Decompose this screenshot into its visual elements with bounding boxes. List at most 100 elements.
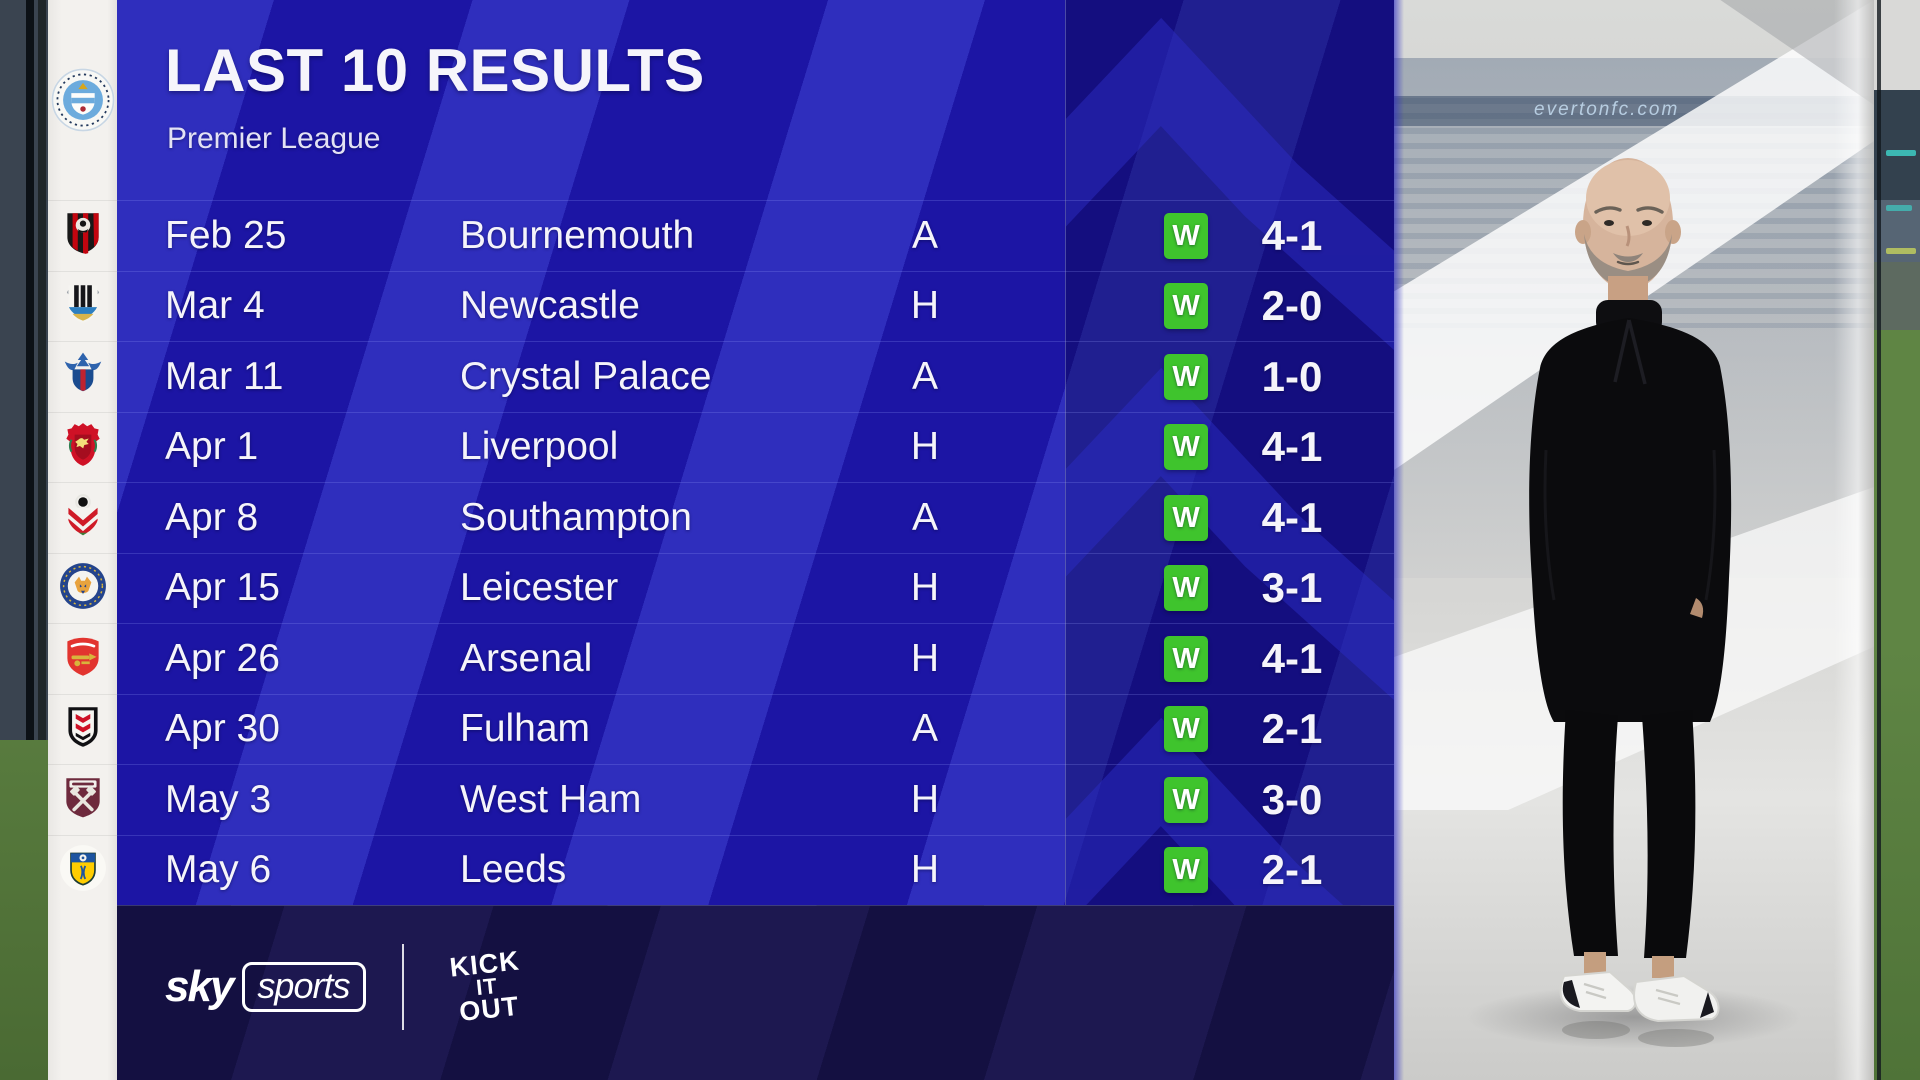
arsenal-badge — [58, 631, 108, 686]
opponent-name: Arsenal — [460, 636, 593, 680]
home-away-indicator: H — [910, 284, 940, 328]
home-away-indicator: H — [910, 425, 940, 469]
manchester-city-badge — [49, 64, 116, 136]
crystal-palace-badge — [58, 349, 108, 404]
win-badge: W — [1164, 635, 1208, 682]
home-away-indicator: A — [911, 213, 938, 257]
result-row: May 3 West Ham H W 3-0 — [117, 764, 1394, 835]
scoreboard-text-hint — [1886, 248, 1916, 254]
win-badge: W — [1164, 353, 1208, 400]
hoarding-watermark: evertonfc.com — [1534, 99, 1680, 120]
pep-guardiola-photo — [1529, 158, 1732, 1047]
opponent-name: Newcastle — [460, 284, 640, 328]
win-badge: W — [1164, 847, 1208, 894]
win-badge: W — [1164, 706, 1208, 753]
win-badge: W — [1164, 494, 1208, 541]
result-row: May 6 Leeds H W 2-1 — [117, 834, 1394, 906]
match-date: Feb 25 — [165, 213, 287, 257]
stadium-pillar — [26, 0, 34, 760]
home-away-indicator: H — [910, 848, 940, 892]
result-row: Apr 26 Arsenal H W 4-1 — [117, 623, 1394, 694]
win-badge: W — [1164, 776, 1208, 823]
bournemouth-badge — [58, 208, 108, 263]
opponent-badge-slot — [48, 834, 117, 906]
match-score: 1-0 — [1261, 352, 1323, 400]
match-date: Apr 26 — [165, 636, 280, 680]
match-date: Apr 1 — [165, 425, 259, 469]
team-badge-rail — [48, 0, 117, 1080]
home-away-indicator: A — [911, 354, 938, 398]
results-panel: LAST 10 RESULTS Premier League Feb 25 Bo… — [117, 0, 1395, 1080]
logo-divider — [402, 944, 405, 1030]
result-row: Mar 4 Newcastle H W 2-0 — [117, 270, 1394, 342]
opponent-name: Crystal Palace — [460, 354, 712, 398]
photo-panel: evertonfc.com — [1394, 0, 1874, 1080]
win-badge: W — [1164, 283, 1208, 330]
sky-sports-logo: sky sports — [165, 961, 367, 1013]
fulham-badge — [58, 702, 108, 757]
kick-it-out-logo: KICK IT OUT — [448, 945, 522, 1028]
page-subtitle: Premier League — [167, 122, 381, 155]
west-ham-badge — [58, 772, 108, 827]
leeds-badge — [58, 843, 108, 898]
home-away-indicator: H — [910, 566, 940, 610]
results-table: Feb 25 Bournemouth A W 4-1 Mar 4 Newcast… — [117, 200, 1394, 905]
result-row: Apr 30 Fulham A W 2-1 — [117, 693, 1394, 765]
stadium-pillar — [38, 0, 46, 1080]
background-stadium-left — [0, 0, 48, 1080]
result-row: Apr 8 Southampton A W 4-1 — [117, 482, 1394, 553]
sky-logo-text: sky — [165, 962, 234, 1011]
win-badge: W — [1164, 424, 1208, 471]
result-row: Apr 15 Leicester H W 3-1 — [117, 552, 1394, 624]
match-date: Apr 15 — [165, 566, 280, 610]
opponent-name: Leicester — [460, 566, 619, 610]
opponent-badge-slot — [48, 764, 117, 835]
opponent-badge-slot — [48, 341, 117, 412]
win-badge: W — [1164, 212, 1208, 259]
match-score: 2-1 — [1261, 705, 1323, 753]
opponent-name: Leeds — [460, 848, 567, 892]
home-away-indicator: H — [910, 777, 940, 821]
match-date: May 6 — [165, 848, 272, 892]
stadium-pitch-strip — [0, 740, 48, 1080]
sports-logo-text: sports — [242, 961, 367, 1013]
footer-band: sky sports KICK IT OUT — [117, 905, 1394, 1080]
home-away-indicator: A — [911, 707, 938, 751]
opponent-badge-slot — [48, 411, 117, 483]
stadium-post — [1877, 0, 1881, 1080]
home-away-indicator: H — [910, 636, 940, 680]
scoreboard-text-hint — [1886, 205, 1912, 211]
opponent-badge-slot — [48, 552, 117, 624]
result-row: Mar 11 Crystal Palace A W 1-0 — [117, 341, 1394, 412]
match-score: 4-1 — [1261, 423, 1323, 471]
panel-edge-highlight — [1834, 0, 1874, 1080]
home-away-indicator: A — [911, 495, 938, 539]
result-row: Feb 25 Bournemouth A W 4-1 — [117, 200, 1394, 271]
opponent-badge-slot — [48, 270, 117, 342]
opponent-badge-list — [48, 200, 117, 905]
match-date: Apr 30 — [165, 707, 280, 751]
opponent-name: Bournemouth — [460, 213, 695, 257]
match-score: 4-1 — [1261, 634, 1323, 682]
liverpool-badge — [58, 420, 108, 475]
opponent-name: Liverpool — [460, 425, 619, 469]
match-score: 3-1 — [1261, 564, 1323, 612]
match-score: 4-1 — [1261, 493, 1323, 541]
win-badge: W — [1164, 565, 1208, 612]
opponent-badge-slot — [48, 200, 117, 271]
opponent-badge-slot — [48, 623, 117, 694]
opponent-name: Fulham — [460, 707, 591, 751]
page-title: LAST 10 RESULTS — [165, 37, 705, 104]
match-score: 2-1 — [1261, 846, 1323, 894]
match-score: 3-0 — [1261, 775, 1323, 823]
opponent-name: Southampton — [460, 495, 693, 539]
match-date: Apr 8 — [165, 495, 259, 539]
match-date: May 3 — [165, 777, 272, 821]
match-date: Mar 4 — [165, 284, 265, 328]
panel-edge-glow — [1394, 0, 1404, 1080]
scoreboard-text-hint — [1886, 150, 1916, 156]
score-column-shade — [1065, 0, 1395, 905]
opponent-badge-slot — [48, 693, 117, 765]
match-score: 2-0 — [1261, 282, 1323, 330]
